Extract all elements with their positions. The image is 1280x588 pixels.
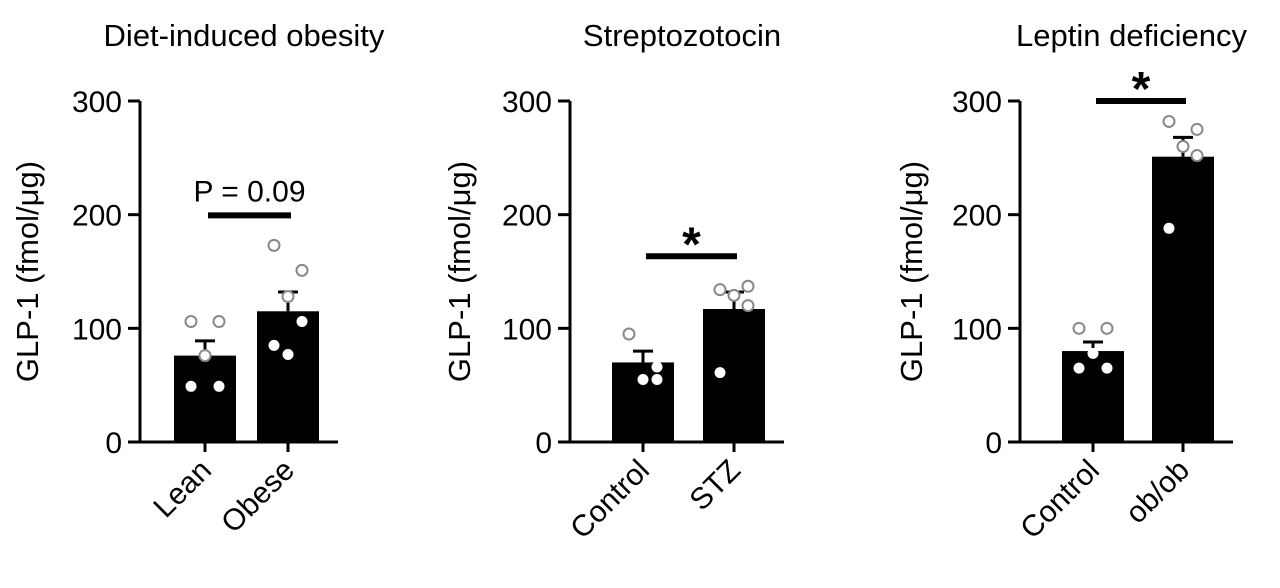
annotation: *	[682, 218, 701, 271]
data-point	[637, 373, 649, 385]
x-tick-label: Obese	[215, 454, 301, 540]
data-point	[1100, 321, 1114, 335]
data-point	[268, 339, 280, 351]
data-point	[184, 315, 198, 329]
data-point	[1190, 122, 1204, 136]
y-tick-label: 0	[985, 427, 1002, 460]
panel: Streptozotocin GLP-1 (fmol/μg) 0 100 200 300 C…	[442, 18, 784, 545]
x-tick-label: ob/ob	[1120, 454, 1196, 530]
bar	[174, 355, 236, 442]
y-tick-label: 100	[952, 313, 1002, 346]
y-tick-label: 200	[952, 200, 1002, 233]
y-axis-label: GLP-1 (fmol/μg)	[894, 161, 929, 382]
chart-title: Diet-induced obesity	[104, 18, 385, 53]
y-tick-label: 200	[72, 200, 122, 233]
data-point	[1087, 347, 1099, 359]
data-point	[295, 263, 309, 277]
annotation: P = 0.09	[193, 175, 305, 208]
y-axis-label: GLP-1 (fmol/μg)	[442, 161, 477, 382]
panel: Leptin deficiency GLP-1 (fmol/μg) 0 100 200 3…	[894, 18, 1247, 545]
annotation: *	[1132, 63, 1151, 116]
y-tick-label: 0	[105, 427, 122, 460]
data-point	[281, 290, 295, 304]
data-point	[714, 367, 726, 379]
data-point	[212, 315, 226, 329]
data-point	[185, 380, 197, 392]
data-point	[1072, 321, 1086, 335]
bar	[257, 311, 319, 442]
chart-title: Streptozotocin	[583, 18, 781, 53]
y-tick-label: 300	[952, 86, 1002, 119]
data-point	[1073, 362, 1085, 374]
data-point	[651, 361, 663, 373]
y-tick-label: 300	[502, 86, 552, 119]
panel: Diet-induced obesity GLP-1 (fmol/μg) 0 100 2…	[10, 18, 385, 539]
y-tick-label: 100	[72, 313, 122, 346]
y-tick-label: 0	[535, 427, 552, 460]
y-tick-label: 200	[502, 200, 552, 233]
y-tick-label: 100	[502, 313, 552, 346]
data-point	[741, 279, 755, 293]
data-point	[198, 349, 212, 363]
data-point	[727, 288, 741, 302]
data-point	[1163, 222, 1175, 234]
data-point	[1176, 139, 1190, 153]
x-tick-label: Control	[564, 454, 656, 546]
data-point	[651, 373, 663, 385]
data-point	[296, 316, 308, 328]
bar	[703, 309, 765, 442]
data-point	[1162, 114, 1176, 128]
y-tick-label: 300	[72, 86, 122, 119]
data-point	[1190, 149, 1204, 163]
data-point	[741, 299, 755, 313]
data-point	[622, 327, 636, 341]
bar	[1062, 351, 1124, 442]
data-point	[267, 238, 281, 252]
x-tick-label: Lean	[147, 454, 218, 525]
data-point	[282, 348, 294, 360]
y-axis-label: GLP-1 (fmol/μg)	[10, 161, 45, 382]
x-tick-label: STZ	[684, 454, 747, 517]
data-point	[713, 283, 727, 297]
x-tick-label: Control	[1014, 454, 1106, 546]
data-point	[1101, 362, 1113, 374]
data-point	[213, 380, 225, 392]
bar	[1152, 156, 1214, 443]
chart-title: Leptin deficiency	[1016, 18, 1247, 53]
